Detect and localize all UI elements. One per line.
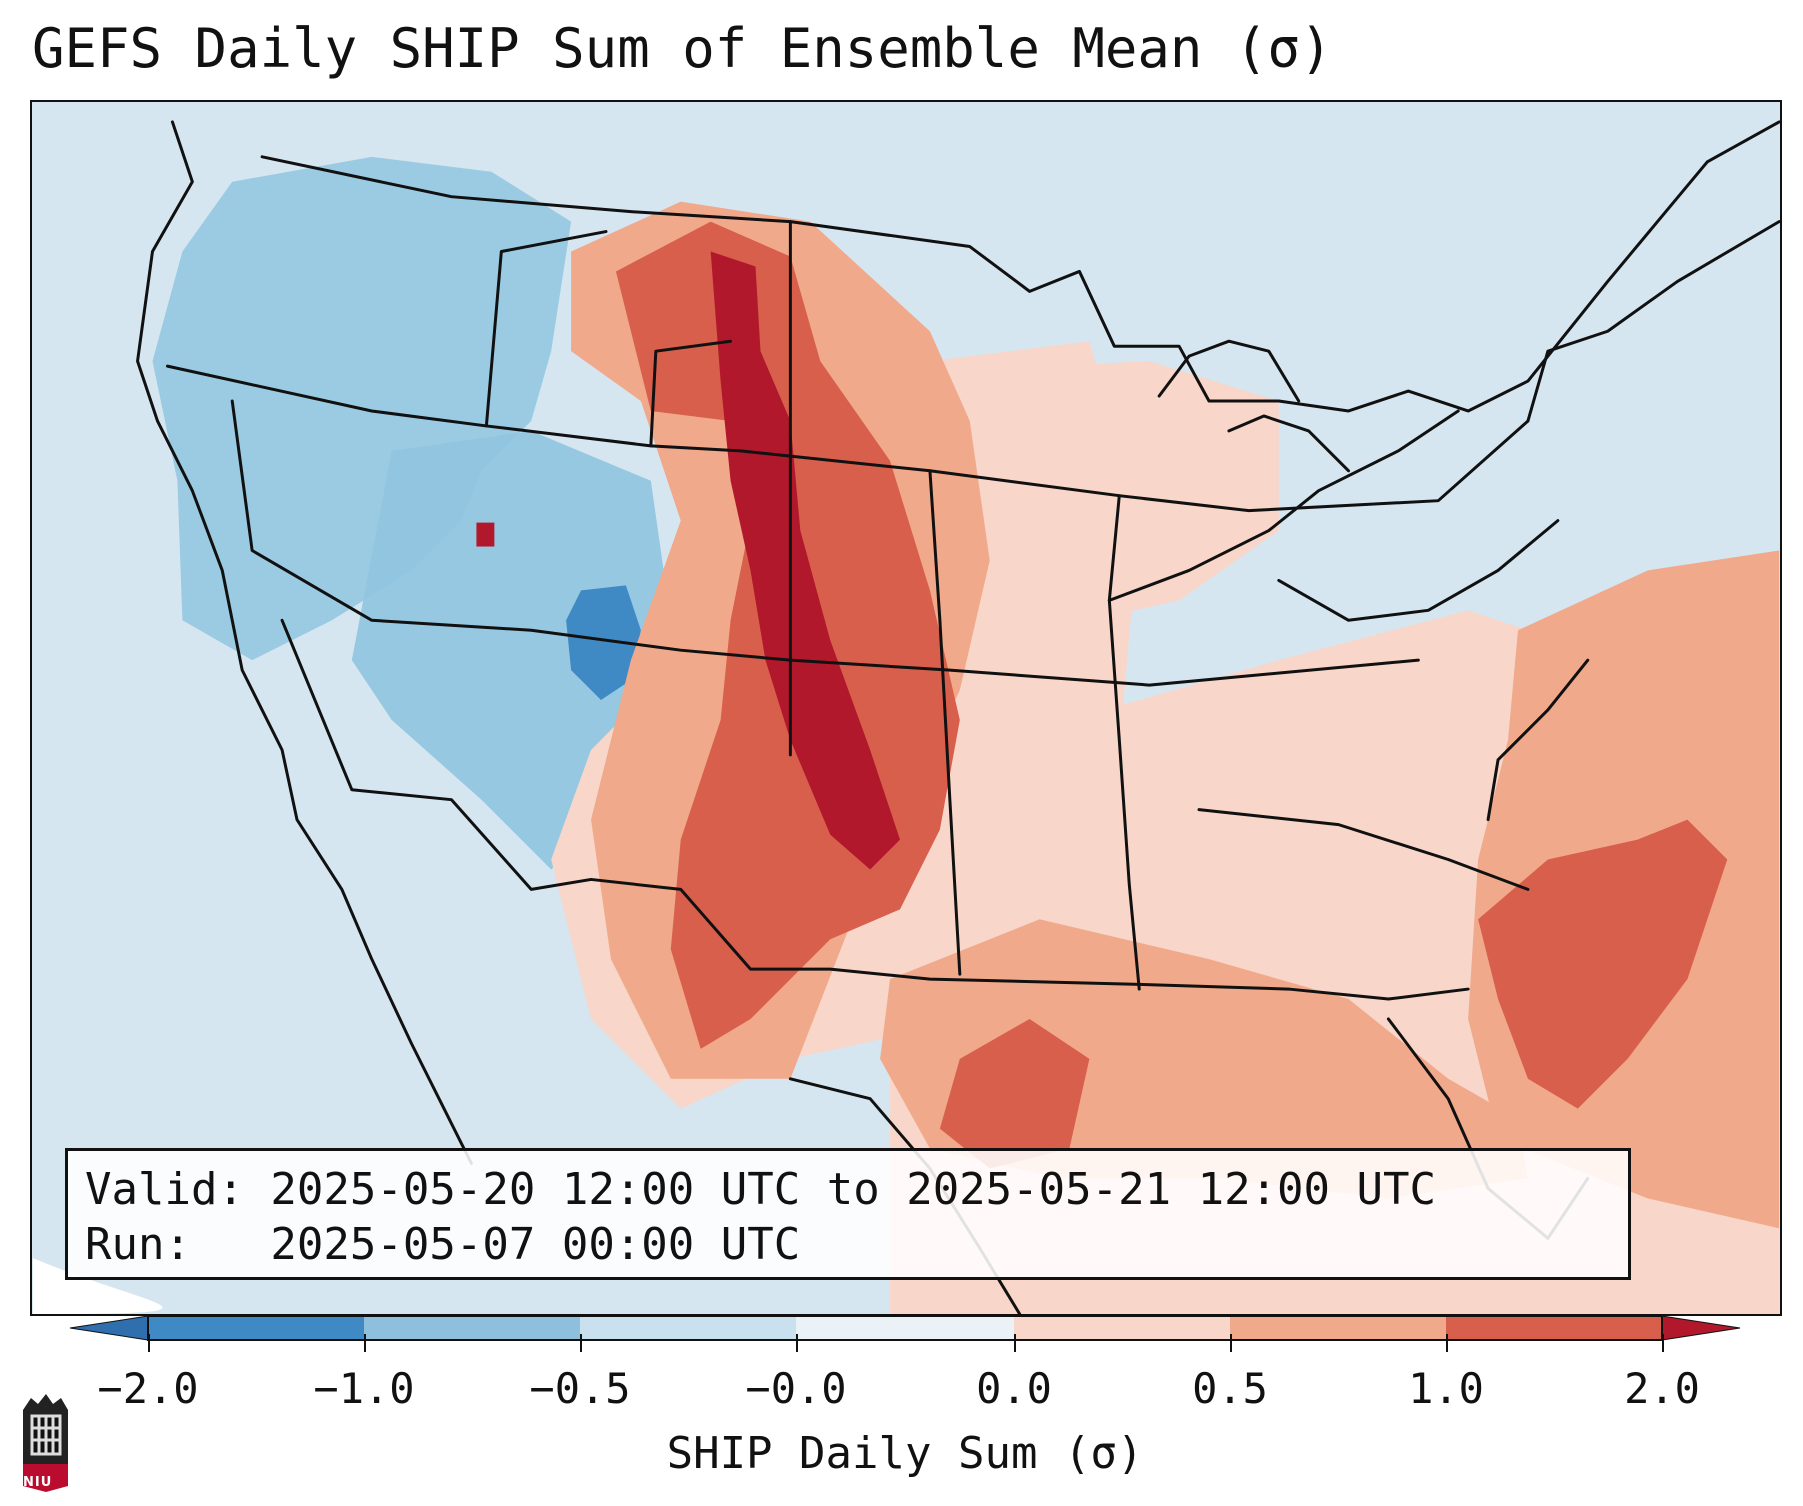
tick-label-neg-2: −2.0	[97, 1364, 199, 1413]
niu-logo-text: NIU	[23, 1475, 53, 1490]
run-time: Run: 2025-05-07 00:00 UTC	[85, 1219, 801, 1270]
colorado-strong-negative-region	[566, 585, 641, 701]
utah-extreme-cell	[476, 522, 495, 547]
plains-extreme-positive	[710, 251, 901, 870]
colorbar-bin-7	[1446, 1316, 1662, 1340]
valid-run-box: Valid: 2025-05-20 12:00 UTC to 2025-05-2…	[65, 1148, 1631, 1280]
colorbar-outline	[147, 1315, 1663, 1341]
atlantic-strong-positive	[1478, 819, 1728, 1109]
gulf-strong-positive	[939, 1018, 1090, 1169]
tick-mark-0	[1014, 1334, 1016, 1352]
tick-mark-neg-2	[148, 1334, 150, 1352]
colorbar-bin-6	[1230, 1316, 1446, 1340]
colorbar-bin-2	[364, 1316, 580, 1340]
tick-mark-neg-0	[796, 1334, 798, 1352]
tick-mark-neg-05	[580, 1334, 582, 1352]
upper-midwest-light-positive	[949, 361, 1279, 621]
tick-mark-1	[1446, 1334, 1448, 1352]
colorbar-bin-4	[796, 1316, 1014, 1340]
chart-title: GEFS Daily SHIP Sum of Ensemble Mean (σ)	[32, 17, 1333, 80]
boundaries	[136, 120, 1780, 1314]
niu-logo-icon	[23, 1394, 68, 1492]
ship-map	[32, 102, 1780, 1314]
tick-label-2: 2.0	[1624, 1364, 1700, 1413]
tick-label-05: 0.5	[1192, 1364, 1268, 1413]
map-panel	[30, 100, 1782, 1316]
colorbar-right-extension	[1661, 1315, 1741, 1341]
colorbar-left-extension	[69, 1315, 149, 1341]
tick-mark-2	[1662, 1334, 1664, 1352]
tick-mark-neg-1	[364, 1334, 366, 1352]
colorbar-bin-5	[1014, 1316, 1230, 1340]
colorbar: −2.0 −1.0 −0.5 −0.0 0.0 0.5 1.0 2.0 SHIP…	[69, 1315, 1741, 1496]
tick-label-0: 0.0	[976, 1364, 1052, 1413]
colorbar-scale	[69, 1315, 1741, 1341]
tick-mark-05	[1230, 1334, 1232, 1352]
tick-label-1: 1.0	[1408, 1364, 1484, 1413]
tick-label-neg-0: −0.0	[745, 1364, 847, 1413]
tick-label-neg-05: −0.5	[529, 1364, 631, 1413]
valid-time: Valid: 2025-05-20 12:00 UTC to 2025-05-2…	[85, 1164, 1437, 1215]
niu-logo: NIU	[18, 1390, 80, 1492]
colorbar-bin-1	[148, 1316, 364, 1340]
colorbar-bin-3	[580, 1316, 796, 1340]
tick-label-neg-1: −1.0	[313, 1364, 415, 1413]
colorbar-label: SHIP Daily Sum (σ)	[666, 1428, 1144, 1479]
